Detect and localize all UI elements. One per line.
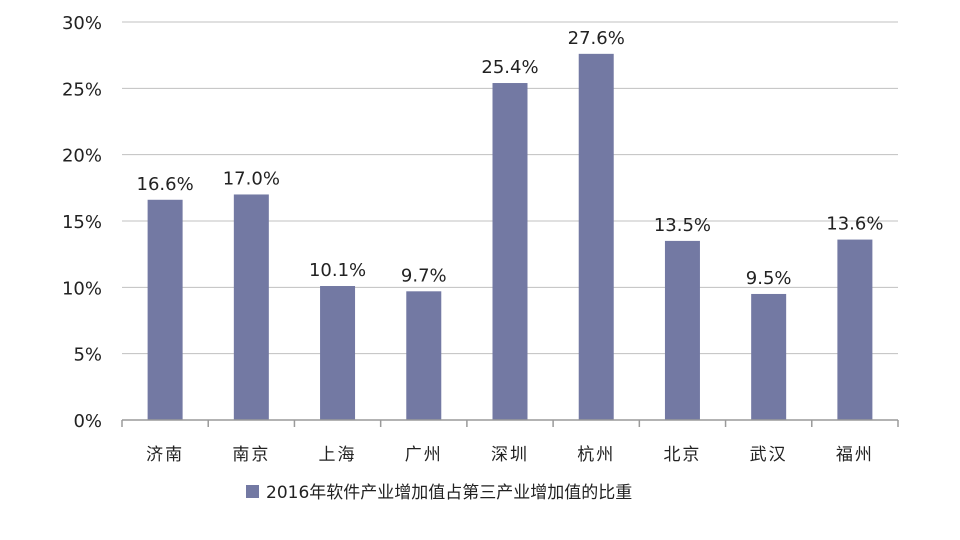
x-axis-categories: 济南 南京 上海 广州 深圳 杭州 北京 武汉 福州 — [146, 445, 874, 465]
bar — [578, 53, 614, 421]
data-label: 13.6% — [826, 214, 883, 235]
bar — [147, 199, 183, 420]
x-category-label: 深圳 — [491, 445, 529, 465]
x-category-label: 上海 — [319, 445, 357, 465]
y-tick-label: 15% — [62, 212, 102, 233]
legend-label: 2016年软件产业增加值占第三产业增加值的比重 — [266, 483, 632, 503]
x-category-label: 福州 — [836, 445, 874, 465]
data-label: 27.6% — [568, 28, 625, 49]
y-tick-label: 0% — [73, 411, 102, 432]
y-tick-label: 5% — [73, 345, 102, 366]
y-axis-ticks: 0% 5% 10% 15% 20% 25% 30% — [62, 13, 102, 432]
y-tick-label: 10% — [62, 278, 102, 299]
x-axis — [121, 419, 899, 427]
bar — [837, 239, 873, 420]
x-category-label: 武汉 — [750, 445, 788, 465]
legend: 2016年软件产业增加值占第三产业增加值的比重 — [246, 483, 632, 503]
data-label: 25.4% — [481, 57, 538, 78]
legend-swatch — [246, 485, 259, 498]
bars — [147, 53, 873, 421]
data-label: 17.0% — [223, 168, 280, 189]
bar — [492, 83, 528, 420]
x-category-label: 北京 — [663, 445, 701, 465]
x-category-label: 南京 — [232, 445, 270, 465]
bar — [664, 240, 700, 420]
data-label: 9.5% — [746, 268, 792, 289]
bar — [406, 291, 442, 420]
data-label: 9.7% — [401, 265, 447, 286]
data-labels: 16.6% 17.0% 10.1% 9.7% 25.4% 27.6% 13.5% 9.5% 13… — [137, 28, 884, 289]
bar — [233, 194, 269, 420]
x-category-label: 济南 — [146, 445, 184, 465]
bar — [320, 286, 356, 420]
x-category-label: 广州 — [405, 445, 443, 465]
bar — [751, 293, 787, 420]
data-label: 13.5% — [654, 215, 711, 236]
data-label: 16.6% — [137, 174, 194, 195]
y-tick-label: 20% — [62, 146, 102, 167]
x-category-label: 杭州 — [577, 445, 615, 465]
y-tick-label: 30% — [62, 13, 102, 34]
data-label: 10.1% — [309, 260, 366, 281]
y-tick-label: 25% — [62, 79, 102, 100]
